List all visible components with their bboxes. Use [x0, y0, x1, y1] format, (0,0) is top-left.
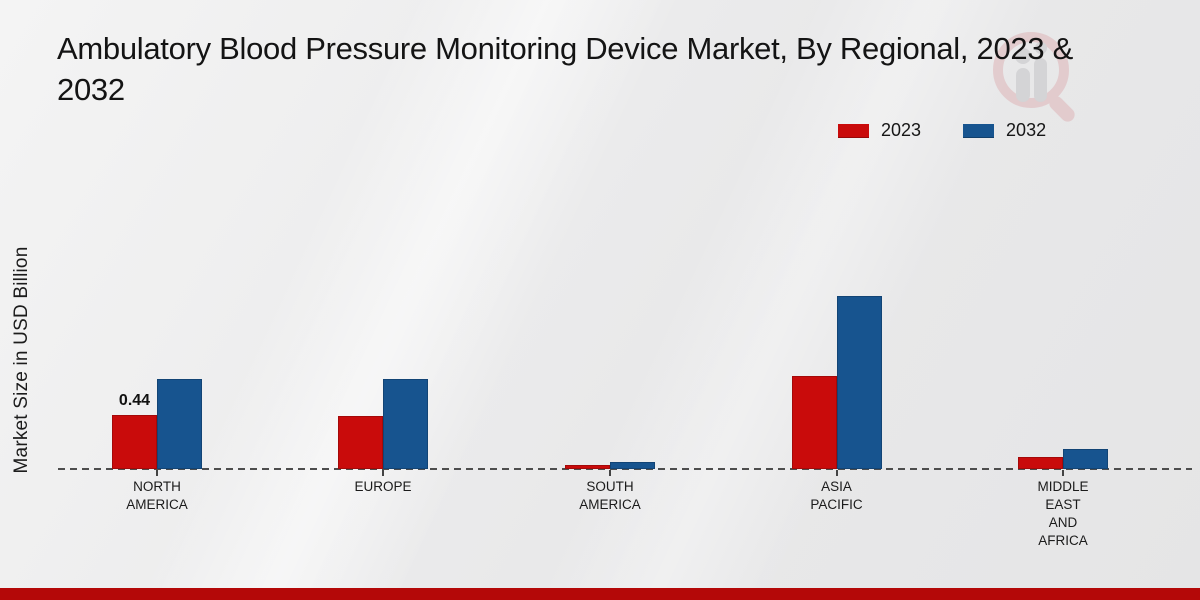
bar-value-label: 0.44 [118, 392, 151, 409]
bar-south-america-2023 [565, 465, 610, 469]
x-axis-label-north-america: NORTH AMERICA [126, 479, 188, 512]
bar-north-america-2032 [157, 379, 202, 469]
legend-swatch-icon [838, 123, 869, 138]
bar-south-america-2032 [610, 462, 655, 469]
bar-asia-pacific-2032 [836, 296, 882, 469]
legend-item-2023[interactable]: 2023 [838, 120, 921, 141]
legend-label: 2023 [881, 120, 922, 140]
bar-middle-east-and-africa-2023 [1018, 457, 1063, 469]
chart-title: Ambulatory Blood Pressure Monitoring Dev… [57, 31, 1073, 107]
bar-asia-pacific-2023 [791, 376, 837, 469]
x-axis-label-south-america: SOUTH AMERICA [579, 479, 641, 512]
x-axis-label-europe: EUROPE [354, 479, 412, 494]
footer-accent-bar [0, 588, 1200, 600]
legend: 2023 2032 [838, 120, 1046, 141]
legend-swatch-icon [963, 123, 995, 138]
x-axis-tick [835, 470, 838, 476]
x-axis-label-asia-pacific: ASIA PACIFIC [810, 479, 863, 512]
x-axis-tick [382, 470, 384, 476]
legend-label: 2032 [1006, 120, 1047, 140]
x-axis-tick [609, 470, 611, 476]
bar-middle-east-and-africa-2032 [1063, 449, 1108, 469]
legend-item-2032[interactable]: 2032 [963, 120, 1046, 141]
x-axis-label-middle-east-and-africa: MIDDLE EAST AND AFRICA [1037, 479, 1089, 548]
bar-north-america-2023 [112, 415, 157, 469]
x-axis-tick [156, 470, 158, 476]
x-axis-tick [1062, 470, 1064, 476]
bar-europe-2032 [383, 379, 428, 469]
x-axis-baseline [58, 468, 1192, 470]
bar-europe-2023 [338, 416, 383, 469]
magnifier-bars-logo-icon [985, 26, 1085, 131]
